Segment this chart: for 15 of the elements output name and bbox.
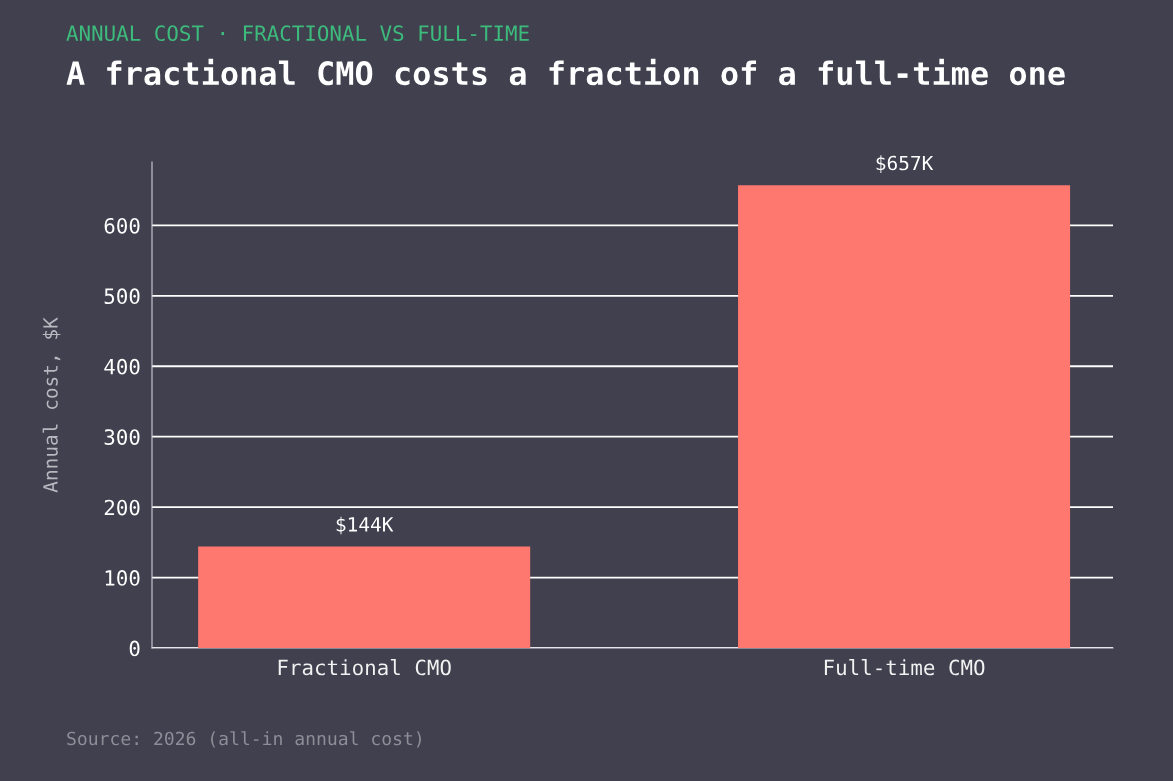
x-tick-label: Full-time CMO (824, 659, 985, 676)
x-tick-label: Fractional CMO (278, 659, 451, 676)
data-label: $144K (336, 516, 394, 535)
y-tick-label: 200 (104, 499, 140, 516)
y-tick-label: 600 (104, 217, 140, 234)
y-tick-label: 100 (105, 570, 140, 586)
chart-title: A fractional CMO costs a fraction of a full-time one (66, 58, 1065, 86)
data-label: $657K (876, 155, 934, 173)
y-tick-label: 400 (104, 358, 140, 375)
chart-subtitle: ANNUAL COST · FRACTIONAL VS FULL-TIME (66, 25, 529, 42)
y-axis-title: Annual cost, $K (42, 317, 61, 493)
source-note: Source: 2026 (all-in annual cost) (67, 731, 421, 748)
y-tick-label: 300 (104, 429, 140, 445)
y-tick-label: 0 (129, 640, 140, 657)
y-tick-label: 500 (104, 288, 140, 305)
